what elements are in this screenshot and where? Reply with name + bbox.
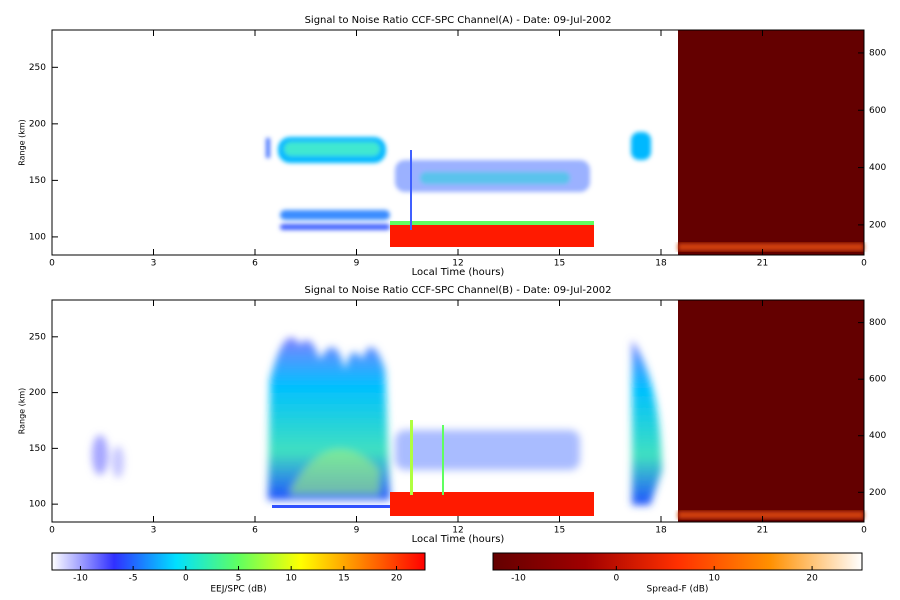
panel-b-signal	[92, 300, 864, 522]
colorbar-tick-label: -5	[129, 574, 138, 584]
x-tick-label: 6	[252, 526, 258, 536]
y2-tick-label: 400	[869, 431, 886, 441]
colorbar-tick-label: 20	[806, 574, 818, 584]
x-tick-label: 12	[452, 259, 463, 269]
colorbar-label: Spread-F (dB)	[647, 585, 709, 595]
x-tick-label: 15	[554, 526, 565, 536]
colorbar-tick-label: 0	[183, 574, 189, 584]
y2-tick-label: 600	[869, 106, 886, 116]
y-tick-label: 100	[29, 500, 46, 510]
x-tick-label: 3	[151, 526, 157, 536]
colorbar-label: EEJ/SPC (dB)	[210, 585, 266, 595]
x-tick-label: 0	[861, 526, 867, 536]
y-tick-label: 250	[29, 332, 46, 342]
y-axis-label: Range (km)	[18, 119, 27, 166]
colorbar-tick-label: 5	[236, 574, 242, 584]
y2-tick-label: 600	[869, 375, 886, 385]
x-tick-label: 21	[757, 259, 768, 269]
x-tick-label: 9	[354, 259, 360, 269]
y2-tick-label: 200	[869, 220, 886, 230]
x-tick-label: 3	[151, 259, 157, 269]
x-tick-label: 0	[49, 526, 55, 536]
y2-tick-label: 400	[869, 163, 886, 173]
x-tick-label: 15	[554, 259, 565, 269]
y-tick-label: 100	[29, 232, 46, 242]
colorbar-tick-label: 10	[285, 574, 297, 584]
y-tick-label: 200	[29, 388, 46, 398]
x-tick-label: 0	[861, 259, 867, 269]
x-tick-label: 18	[655, 526, 667, 536]
x-tick-label: 0	[49, 259, 55, 269]
x-axis-label: Local Time (hours)	[412, 534, 505, 545]
y-tick-label: 200	[29, 119, 46, 129]
y-tick-label: 250	[29, 63, 46, 73]
colorbar-tick-label: -10	[511, 574, 526, 584]
y2-tick-label: 800	[869, 318, 886, 328]
y-tick-label: 150	[29, 176, 46, 186]
colorbar	[492, 552, 863, 571]
y-tick-label: 150	[29, 444, 46, 454]
x-axis-label: Local Time (hours)	[412, 267, 505, 278]
x-tick-label: 9	[354, 526, 360, 536]
y2-tick-label: 200	[869, 488, 886, 498]
x-tick-label: 21	[757, 526, 768, 536]
colorbar-tick-label: 10	[708, 574, 720, 584]
colorbar-tick-label: 0	[613, 574, 619, 584]
y2-tick-label: 800	[869, 48, 886, 58]
x-tick-label: 12	[452, 526, 463, 536]
colorbar-tick-label: 20	[391, 574, 403, 584]
chart-title: Signal to Noise Ratio CCF-SPC Channel(B)…	[305, 285, 612, 296]
chart-title: Signal to Noise Ratio CCF-SPC Channel(A)…	[305, 15, 612, 26]
x-tick-label: 6	[252, 259, 258, 269]
x-tick-label: 18	[655, 259, 667, 269]
panel-a-signal	[266, 30, 864, 255]
colorbar-tick-label: 15	[338, 574, 349, 584]
y-axis-label: Range (km)	[18, 388, 27, 435]
colorbar-tick-label: -10	[73, 574, 88, 584]
